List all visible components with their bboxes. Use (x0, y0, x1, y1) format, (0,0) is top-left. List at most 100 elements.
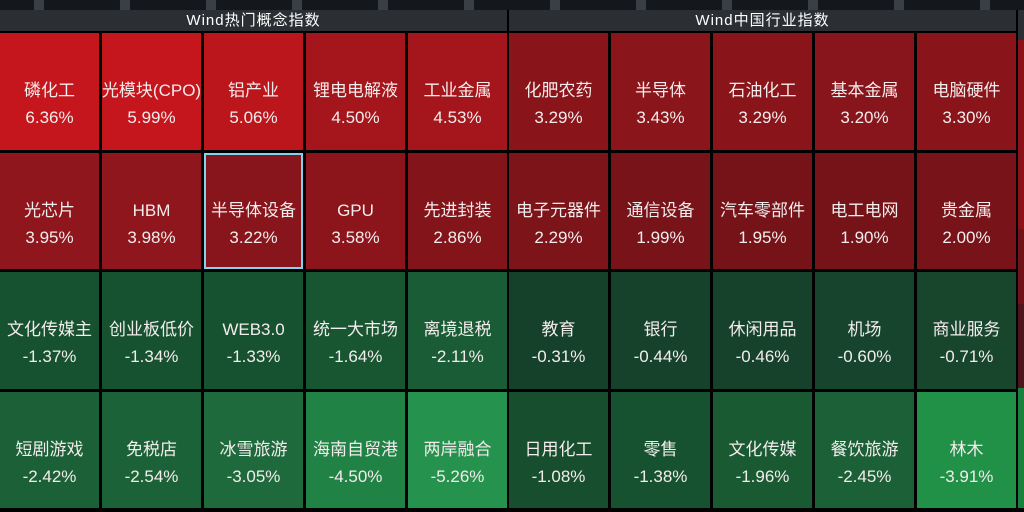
heatmap-cell[interactable]: 汽车零部件 1.95% (713, 152, 812, 269)
heatmap-cell[interactable]: 磷化工 6.36% (0, 33, 99, 150)
heatmap-cell[interactable]: 商业服务 -0.71% (917, 272, 1016, 389)
window-bottom-strip (0, 508, 1024, 512)
cell-value: -1.37% (22, 347, 77, 367)
heatmap-cell[interactable]: 短剧游戏 -2.42% (0, 391, 99, 508)
cell-label: 先进封装 (423, 200, 492, 220)
cell-value: 3.29% (738, 108, 787, 128)
cell-value: -1.08% (531, 466, 586, 486)
heatmap-cell[interactable]: 机场 -0.60% (815, 272, 914, 389)
heatmap-cell[interactable]: 通信设备 1.99% (611, 152, 710, 269)
cell-label: 餐饮旅游 (830, 439, 899, 459)
heatmap-cell[interactable]: 两岸融合 -5.26% (408, 391, 507, 508)
cell-label: 光芯片 (24, 200, 75, 220)
cell-label: 教育 (541, 320, 576, 340)
cell-label: 化肥农药 (524, 81, 593, 101)
heatmap-cell[interactable]: 文化传媒主 -1.37% (0, 272, 99, 389)
cell-value: -0.60% (837, 347, 892, 367)
cell-label: 半导体 (635, 81, 686, 101)
panel-title: Wind中国行业指数 (509, 10, 1016, 31)
cell-value: -1.33% (226, 347, 281, 367)
heatmap-cell[interactable]: 日用化工 -1.08% (509, 391, 608, 508)
heatmap-cell[interactable]: 文化传媒 -1.96% (713, 391, 812, 508)
cell-value: 4.50% (331, 108, 380, 128)
cell-label: 免税店 (126, 439, 177, 459)
cell-label: 零售 (643, 439, 678, 459)
cell-value: 2.86% (433, 227, 482, 247)
cell-label: 电脑硬件 (932, 81, 1001, 101)
cell-label: 电工电网 (830, 200, 899, 220)
heatmap-cell[interactable]: 免税店 -2.54% (102, 391, 201, 508)
panel-china-industry-index: Wind中国行业指数 化肥农药 3.29% 半导体 3.43% 石油化工 3.29% 基本金属… (509, 10, 1016, 508)
cell-label: WEB3.0 (222, 320, 285, 340)
cell-label: 银行 (643, 320, 678, 340)
cell-value: -2.11% (431, 347, 484, 367)
cell-value: 3.20% (840, 108, 889, 128)
heatmap-cell[interactable]: 零售 -1.38% (611, 391, 710, 508)
sliver-segment (1018, 303, 1024, 389)
heatmap-cell[interactable]: 光模块(CPO) 5.99% (102, 33, 201, 150)
cell-label: 商业服务 (932, 320, 1001, 340)
heatmap-cell[interactable]: 创业板低价 -1.34% (102, 272, 201, 389)
cell-value: -3.05% (226, 466, 281, 486)
heatmap-cell[interactable]: 林木 -3.91% (917, 391, 1016, 508)
heatmap-cell[interactable]: WEB3.0 -1.33% (204, 272, 303, 389)
heatmap-cell[interactable]: 锂电电解液 4.50% (306, 33, 405, 150)
heatmap-cell[interactable]: 先进封装 2.86% (408, 152, 507, 269)
cell-value: 1.99% (636, 227, 685, 247)
cell-value: 5.06% (229, 108, 278, 128)
cell-value: 3.30% (942, 108, 991, 128)
cell-label: 休闲用品 (728, 320, 797, 340)
right-edge-sliver (1018, 10, 1024, 508)
heatmap-cell[interactable]: 统一大市场 -1.64% (306, 272, 405, 389)
cell-value: 3.95% (25, 227, 74, 247)
heatmap-cell[interactable]: 石油化工 3.29% (713, 33, 812, 150)
cell-value: 2.29% (534, 227, 583, 247)
panel-concept-index: Wind热门概念指数 磷化工 6.36% 光模块(CPO) 5.99% 铝产业 5.06% 锂… (0, 10, 507, 508)
heatmap-cell[interactable]: 工业金属 4.53% (408, 33, 507, 150)
heatmap-cell[interactable]: 餐饮旅游 -2.45% (815, 391, 914, 508)
cell-value: 1.95% (738, 227, 787, 247)
heatmap-cell[interactable]: GPU 3.58% (306, 152, 405, 269)
heatmap-cell[interactable]: 休闲用品 -0.46% (713, 272, 812, 389)
cell-value: -3.91% (939, 466, 994, 486)
cell-label: 通信设备 (626, 200, 695, 220)
heatmap-cell[interactable]: 海南自贸港 -4.50% (306, 391, 405, 508)
cell-value: -4.50% (328, 466, 383, 486)
cell-value: 1.90% (840, 227, 889, 247)
cell-label: 林木 (949, 439, 984, 459)
cell-label: 海南自贸港 (313, 439, 398, 459)
heatmap-cell[interactable]: 电工电网 1.90% (815, 152, 914, 269)
cell-label: 贵金属 (941, 200, 992, 220)
sliver-segment (1018, 229, 1024, 304)
heatmap-cell[interactable]: 电脑硬件 3.30% (917, 33, 1016, 150)
cell-value: 6.36% (25, 108, 74, 128)
cell-label: 离境退税 (423, 320, 492, 340)
heatmap-cell[interactable]: 冰雪旅游 -3.05% (204, 391, 303, 508)
heatmap-cell[interactable]: 电子元器件 2.29% (509, 152, 608, 269)
heatmap-cell[interactable]: 半导体设备 3.22% (204, 152, 303, 269)
heatmap-cell[interactable]: 贵金属 2.00% (917, 152, 1016, 269)
heatmap-cell[interactable]: 光芯片 3.95% (0, 152, 99, 269)
heatmap-cell[interactable]: 基本金属 3.20% (815, 33, 914, 150)
cell-value: -2.54% (124, 466, 179, 486)
cell-label: 光模块(CPO) (102, 81, 201, 101)
cell-label: 基本金属 (830, 81, 899, 101)
heatmap-cell[interactable]: 教育 -0.31% (509, 272, 608, 389)
heatmap-cell[interactable]: 银行 -0.44% (611, 272, 710, 389)
heatmap-cell[interactable]: HBM 3.98% (102, 152, 201, 269)
heatmap-board: Wind热门概念指数 磷化工 6.36% 光模块(CPO) 5.99% 铝产业 5.06% 锂… (0, 10, 1024, 508)
cell-value: 3.98% (127, 227, 176, 247)
cell-value: 3.22% (229, 227, 278, 247)
cell-value: -0.44% (633, 347, 688, 367)
heatmap-cell[interactable]: 化肥农药 3.29% (509, 33, 608, 150)
heatmap-cell[interactable]: 半导体 3.43% (611, 33, 710, 150)
cell-label: HBM (132, 200, 171, 220)
heatmap-cell[interactable]: 离境退税 -2.11% (408, 272, 507, 389)
cell-value: -0.31% (531, 347, 586, 367)
sliver-segment (1018, 10, 1024, 40)
cell-label: 电子元器件 (516, 200, 601, 220)
cell-label: 铝产业 (228, 81, 279, 101)
cell-label: 日用化工 (524, 439, 593, 459)
cell-label: 磷化工 (24, 81, 75, 101)
heatmap-cell[interactable]: 铝产业 5.06% (204, 33, 303, 150)
